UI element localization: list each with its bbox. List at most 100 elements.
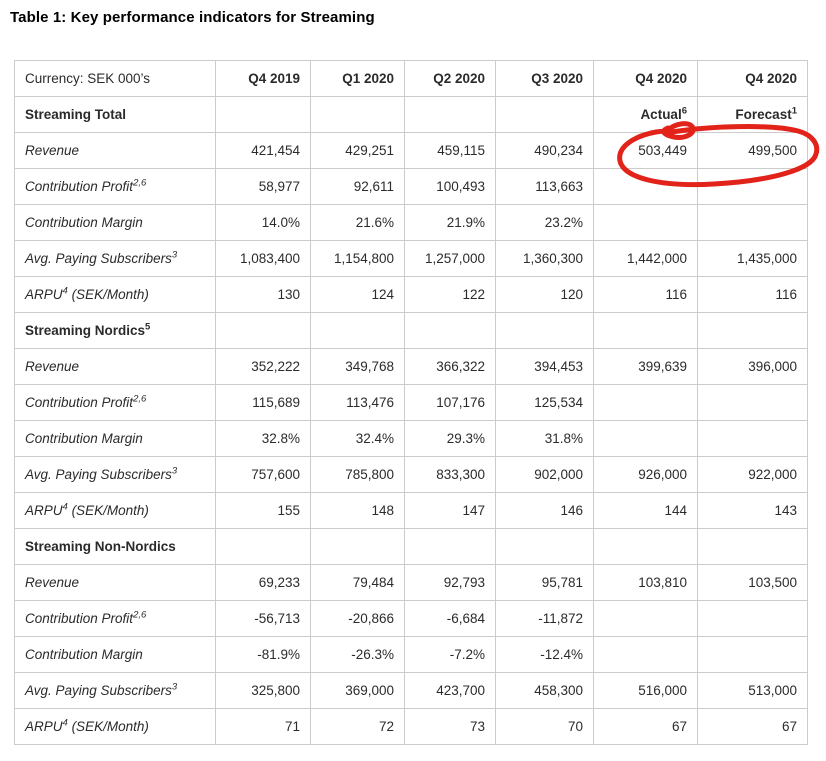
column-sublabel-cell (495, 528, 594, 565)
value-cell (593, 384, 698, 421)
value-cell: 29.3% (404, 420, 496, 457)
value-cell: -12.4% (495, 636, 594, 673)
value: 32.4% (355, 431, 394, 446)
value: 116 (775, 287, 797, 302)
section-title-cell: Streaming Non-Nordics (14, 528, 216, 565)
value: 146 (560, 503, 583, 518)
value: -12.4% (540, 647, 583, 662)
table-header-row: Currency: SEK 000’s Q4 2019 Q1 2020 Q2 2020… (14, 60, 808, 97)
metric-label-sup: 3 (171, 681, 178, 693)
value: 29.3% (446, 431, 485, 446)
value-cell: 1,360,300 (495, 240, 594, 277)
metric-label-cell: Revenue (14, 348, 216, 385)
value: 72 (378, 719, 394, 734)
column-header-label: Q4 2020 (635, 71, 687, 86)
value-cell: 833,300 (404, 456, 496, 493)
value-cell: 1,154,800 (310, 240, 405, 277)
value-cell: 113,663 (495, 168, 594, 205)
value-cell: 394,453 (495, 348, 594, 385)
value: 394,453 (534, 359, 583, 374)
value: 423,700 (436, 683, 485, 698)
value: 1,257,000 (424, 251, 485, 266)
value-cell: 92,793 (404, 564, 496, 601)
value: 23.2% (544, 215, 583, 230)
value-cell: 115,689 (215, 384, 311, 421)
value-cell: 352,222 (215, 348, 311, 385)
value-cell: 23.2% (495, 204, 594, 241)
value-cell: 73 (404, 708, 496, 745)
metric-label-sup: 4 (62, 501, 68, 513)
value-cell: 902,000 (495, 456, 594, 493)
value: 785,800 (345, 467, 394, 482)
value: 922,000 (748, 467, 797, 482)
metric-label-cell: Contribution Margin (14, 420, 216, 457)
column-header-cell: Q3 2020 (495, 60, 594, 97)
value: 95,781 (541, 575, 583, 590)
value-cell: 429,251 (310, 132, 405, 169)
column-sublabel-cell (215, 312, 311, 349)
value-cell: 396,000 (697, 348, 808, 385)
metric-row: ARPU4 (SEK/Month) 71 72 73 70 67 67 (14, 708, 808, 745)
value-cell (697, 600, 808, 637)
value-cell: 423,700 (404, 672, 496, 709)
column-sublabel-cell (310, 528, 405, 565)
value: 103,500 (748, 575, 797, 590)
value-cell: 31.8% (495, 420, 594, 457)
value: 902,000 (534, 467, 583, 482)
value: 92,793 (443, 575, 485, 590)
column-sublabel-sup: 6 (681, 105, 687, 117)
metric-label-suffix: (SEK/Month) (67, 719, 149, 734)
value: 458,300 (534, 683, 583, 698)
metric-label: Contribution Margin (25, 215, 143, 230)
value: 144 (664, 503, 687, 518)
value: 1,154,800 (333, 251, 394, 266)
value-cell: 1,435,000 (697, 240, 808, 277)
value-cell: 459,115 (404, 132, 496, 169)
column-sublabel-cell: Forecast1 (697, 96, 808, 133)
value: 499,500 (748, 143, 797, 158)
column-sublabel: Forecast (735, 107, 792, 122)
value: 459,115 (437, 143, 485, 158)
value-cell: -56,713 (215, 600, 311, 637)
value: 143 (774, 503, 797, 518)
value-cell: 785,800 (310, 456, 405, 493)
value-cell: 100,493 (404, 168, 496, 205)
column-header-cell: Q4 2019 (215, 60, 311, 97)
value-cell: 79,484 (310, 564, 405, 601)
section-title-cell: Streaming Nordics5 (14, 312, 216, 349)
value-cell: 120 (495, 276, 594, 313)
value-cell: -6,684 (404, 600, 496, 637)
column-header-cell: Q4 2020 (697, 60, 808, 97)
value: -56,713 (254, 611, 300, 626)
table-title: Table 1: Key performance indicators for … (10, 9, 375, 26)
value: -7.2% (449, 647, 485, 662)
value-cell: 369,000 (310, 672, 405, 709)
column-sublabel-cell (593, 528, 698, 565)
value: 125,534 (534, 395, 583, 410)
value: 14.0% (261, 215, 300, 230)
metric-label: Avg. Paying Subscribers (25, 683, 172, 698)
value-cell: 922,000 (697, 456, 808, 493)
column-header-cell: Q2 2020 (404, 60, 496, 97)
value-cell: 116 (593, 276, 698, 313)
metric-label: ARPU (25, 719, 63, 734)
value-cell: 503,449 (593, 132, 698, 169)
metric-label-suffix: (SEK/Month) (67, 503, 149, 518)
value: 67 (781, 719, 797, 734)
value: 1,360,300 (522, 251, 583, 266)
value: 516,000 (638, 683, 687, 698)
value-cell: 70 (495, 708, 594, 745)
value-cell (697, 636, 808, 673)
value-cell: 95,781 (495, 564, 594, 601)
value: 73 (469, 719, 485, 734)
value: 399,639 (638, 359, 687, 374)
metric-row: ARPU4 (SEK/Month) 155 148 147 146 144 143 (14, 492, 808, 529)
column-header-cell: Q4 2020 (593, 60, 698, 97)
value: 31.8% (544, 431, 583, 446)
column-sublabel: Actual (640, 107, 682, 122)
metric-label-sup: 3 (171, 465, 178, 477)
value-cell: 116 (697, 276, 808, 313)
value-cell: 130 (215, 276, 311, 313)
value-cell (697, 384, 808, 421)
